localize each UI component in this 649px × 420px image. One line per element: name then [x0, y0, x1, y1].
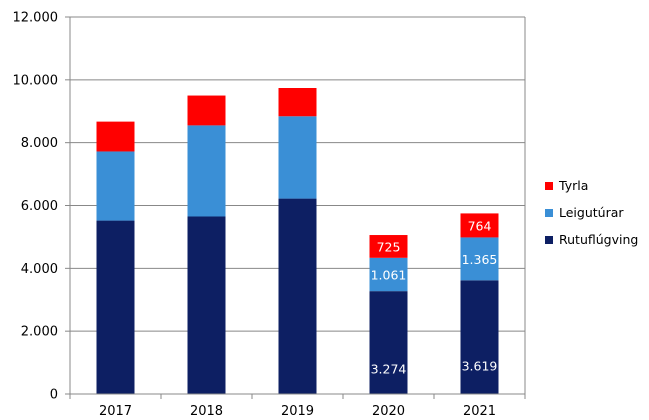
- bar-segment: [188, 216, 226, 394]
- y-tick-label: 10.000: [13, 73, 59, 88]
- data-label: 3.619: [462, 359, 498, 374]
- bar-segment: [97, 151, 135, 220]
- x-axis: 2017 2018 2019 2020 2021: [70, 394, 525, 419]
- x-tick-label: 2021: [463, 404, 496, 419]
- y-axis: 0 2.000 4.000 6.000 8.000 10.000 12.000: [13, 11, 71, 403]
- bar-segment: [97, 221, 135, 394]
- bar-segment: [279, 88, 317, 116]
- legend-label: Rutuflúgving: [559, 232, 638, 247]
- bar-segment: [279, 199, 317, 394]
- x-tick-label: 2017: [99, 404, 132, 419]
- legend-swatch: [545, 236, 553, 244]
- y-tick-label: 4.000: [21, 262, 58, 277]
- x-tick-label: 2018: [190, 404, 223, 419]
- data-label: 725: [377, 239, 401, 254]
- legend-swatch: [545, 182, 553, 190]
- data-label: 764: [468, 218, 492, 233]
- x-tick-label: 2019: [281, 404, 314, 419]
- legend-label: Leigutúrar: [559, 205, 624, 220]
- y-tick-label: 0: [50, 388, 58, 403]
- y-tick-label: 2.000: [21, 325, 58, 340]
- y-tick-label: 6.000: [21, 199, 58, 214]
- legend: Tyrla Leigutúrar Rutuflúgving: [545, 178, 638, 247]
- bars: 3.274 1.061 725 3.619 1.365 764: [97, 88, 499, 394]
- bar-segment: [188, 125, 226, 216]
- bar-segment: [461, 280, 499, 394]
- bar-segment: [188, 96, 226, 126]
- bar-segment: [370, 291, 408, 394]
- x-tick-label: 2020: [372, 404, 405, 419]
- legend-label: Tyrla: [558, 178, 588, 193]
- data-label: 1.365: [462, 252, 498, 267]
- bar-segment: [97, 122, 135, 152]
- data-label: 3.274: [371, 361, 407, 376]
- data-label: 1.061: [371, 267, 407, 282]
- y-tick-label: 12.000: [13, 11, 59, 26]
- legend-swatch: [545, 209, 553, 217]
- y-tick-label: 8.000: [21, 136, 58, 151]
- bar-segment: [279, 116, 317, 198]
